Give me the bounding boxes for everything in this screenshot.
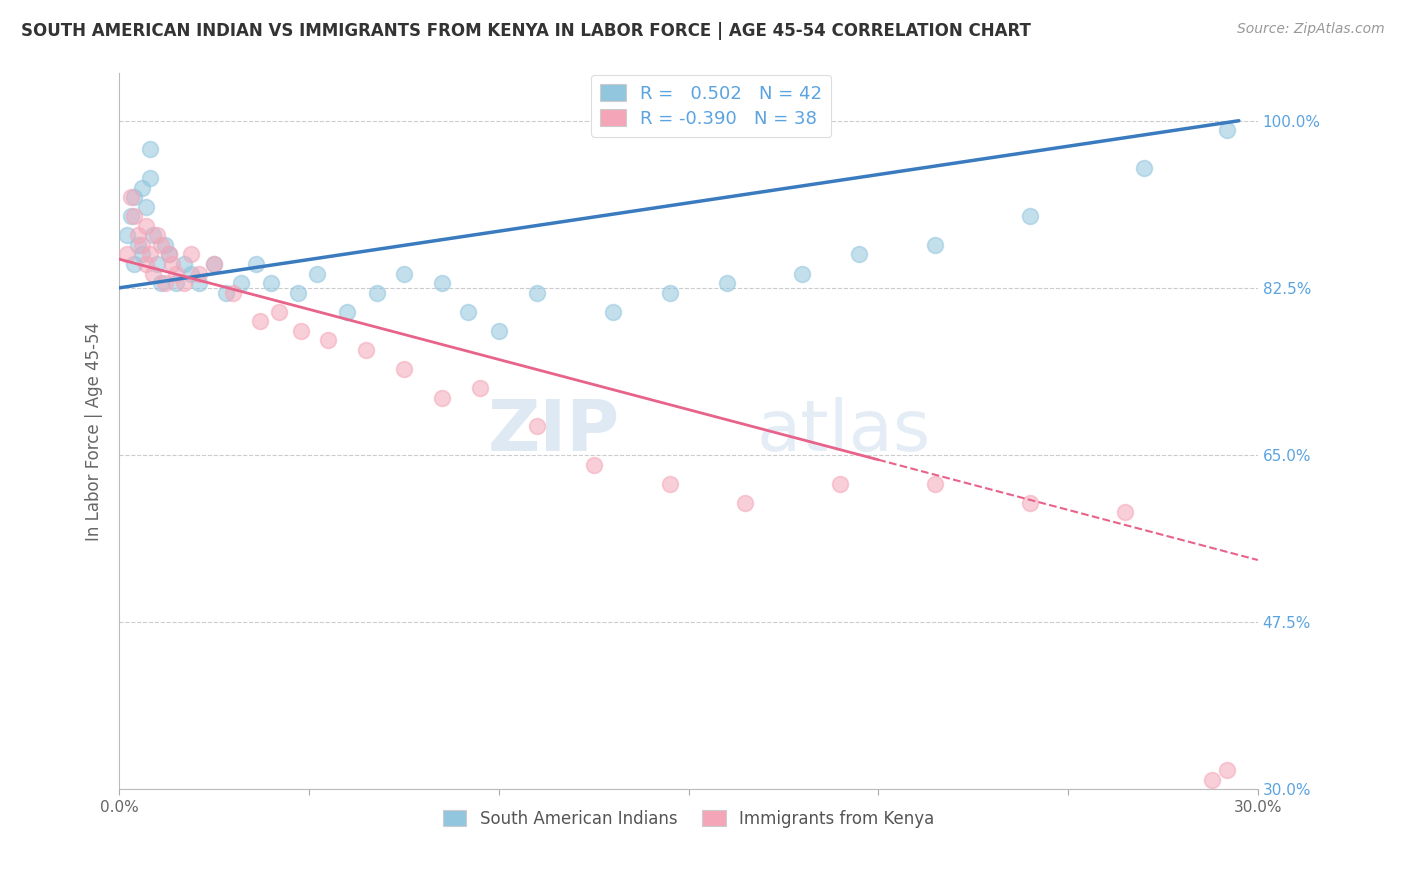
Point: [1133, 161, 1156, 176]
Point: [115, 228, 138, 243]
Point: [430, 391, 453, 405]
Point: [222, 285, 245, 300]
Point: [127, 228, 149, 243]
Point: [1201, 772, 1223, 787]
Point: [202, 257, 225, 271]
Point: [1216, 123, 1239, 137]
Point: [131, 247, 153, 261]
Point: [153, 276, 176, 290]
Text: atlas: atlas: [756, 397, 931, 466]
Point: [716, 276, 738, 290]
Point: [336, 304, 359, 318]
Point: [658, 476, 681, 491]
Point: [138, 142, 160, 156]
Point: [229, 276, 252, 290]
Point: [157, 247, 180, 261]
Point: [188, 267, 211, 281]
Point: [146, 228, 169, 243]
Point: [526, 285, 548, 300]
Point: [392, 362, 415, 376]
Point: [602, 304, 624, 318]
Point: [124, 209, 146, 223]
Point: [316, 334, 339, 348]
Point: [202, 257, 225, 271]
Point: [173, 276, 195, 290]
Point: [146, 257, 169, 271]
Point: [131, 238, 153, 252]
Point: [260, 276, 283, 290]
Point: [488, 324, 510, 338]
Point: [124, 190, 146, 204]
Point: [1019, 209, 1042, 223]
Point: [153, 238, 176, 252]
Point: [245, 257, 267, 271]
Point: [115, 247, 138, 261]
Point: [1216, 763, 1239, 777]
Point: [430, 276, 453, 290]
Point: [1019, 496, 1042, 510]
Point: [305, 267, 328, 281]
Point: [457, 304, 479, 318]
Point: [188, 276, 211, 290]
Point: [142, 228, 165, 243]
Point: [165, 267, 187, 281]
Point: [392, 267, 415, 281]
Point: [924, 238, 946, 252]
Point: [1114, 505, 1136, 519]
Point: [180, 247, 202, 261]
Point: [162, 257, 184, 271]
Point: [734, 496, 756, 510]
Point: [138, 171, 160, 186]
Point: [150, 276, 173, 290]
Text: ZIP: ZIP: [488, 397, 620, 466]
Point: [924, 476, 946, 491]
Point: [173, 257, 195, 271]
Y-axis label: In Labor Force | Age 45-54: In Labor Force | Age 45-54: [86, 322, 103, 541]
Point: [124, 257, 146, 271]
Point: [135, 219, 157, 233]
Point: [249, 314, 271, 328]
Point: [135, 200, 157, 214]
Point: [366, 285, 388, 300]
Point: [848, 247, 870, 261]
Text: SOUTH AMERICAN INDIAN VS IMMIGRANTS FROM KENYA IN LABOR FORCE | AGE 45-54 CORREL: SOUTH AMERICAN INDIAN VS IMMIGRANTS FROM…: [21, 22, 1031, 40]
Point: [138, 247, 160, 261]
Text: Source: ZipAtlas.com: Source: ZipAtlas.com: [1237, 22, 1385, 37]
Point: [142, 267, 165, 281]
Point: [165, 276, 187, 290]
Point: [131, 180, 153, 194]
Point: [150, 238, 173, 252]
Point: [582, 458, 605, 472]
Point: [830, 476, 852, 491]
Point: [157, 247, 180, 261]
Point: [120, 209, 142, 223]
Point: [135, 257, 157, 271]
Point: [290, 324, 312, 338]
Point: [792, 267, 814, 281]
Point: [127, 238, 149, 252]
Legend: South American Indians, Immigrants from Kenya: South American Indians, Immigrants from …: [436, 804, 941, 835]
Point: [354, 343, 377, 357]
Point: [658, 285, 681, 300]
Point: [526, 419, 548, 434]
Point: [120, 190, 142, 204]
Point: [468, 381, 491, 395]
Point: [214, 285, 236, 300]
Point: [267, 304, 290, 318]
Point: [287, 285, 309, 300]
Point: [180, 267, 202, 281]
